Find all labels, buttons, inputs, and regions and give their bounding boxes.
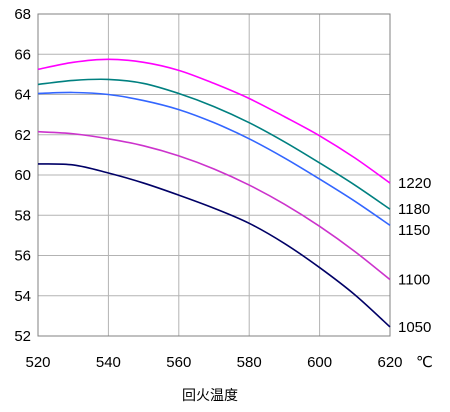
x-tick-label: 620 [377, 354, 402, 371]
x-axis-ticks: 520 540 560 580 600 620 [25, 354, 402, 371]
series-label-1220: 1220 [398, 175, 431, 192]
series-label-1150: 1150 [398, 222, 430, 239]
series-line-1100 [37, 130, 391, 281]
x-axis-unit: ℃ [416, 354, 433, 371]
y-tick-label: 62 [14, 127, 31, 144]
series-line-1150 [37, 91, 391, 226]
y-tick-label: 52 [14, 328, 31, 345]
plot-frame [37, 13, 391, 337]
x-axis-title: 回火温度 [182, 387, 238, 403]
x-tick-label: 580 [237, 354, 262, 371]
y-axis-ticks: 52 54 56 58 60 62 64 66 68 [14, 6, 31, 345]
series-label-1100: 1100 [398, 272, 430, 289]
y-tick-label: 68 [14, 6, 31, 23]
y-tick-label: 60 [14, 167, 31, 184]
y-tick-label: 54 [14, 288, 31, 305]
y-tick-label: 64 [14, 87, 31, 104]
y-tick-label: 56 [14, 248, 31, 265]
x-tick-label: 600 [307, 354, 332, 371]
series-line-1180 [37, 78, 391, 210]
x-tick-label: 560 [166, 354, 191, 371]
series-line-1220 [37, 58, 391, 184]
series-label-1050: 1050 [398, 319, 431, 336]
series-line-1050 [37, 163, 391, 328]
grid [37, 13, 391, 337]
y-tick-label: 58 [14, 207, 31, 224]
y-tick-label: 66 [14, 46, 31, 63]
series-label-1180: 1180 [398, 201, 430, 218]
x-tick-label: 520 [25, 354, 50, 371]
plot-area [37, 13, 391, 337]
series-labels: 1220 1180 1150 1100 1050 [398, 175, 431, 336]
x-tick-label: 540 [96, 354, 121, 371]
series-lines [37, 58, 391, 328]
